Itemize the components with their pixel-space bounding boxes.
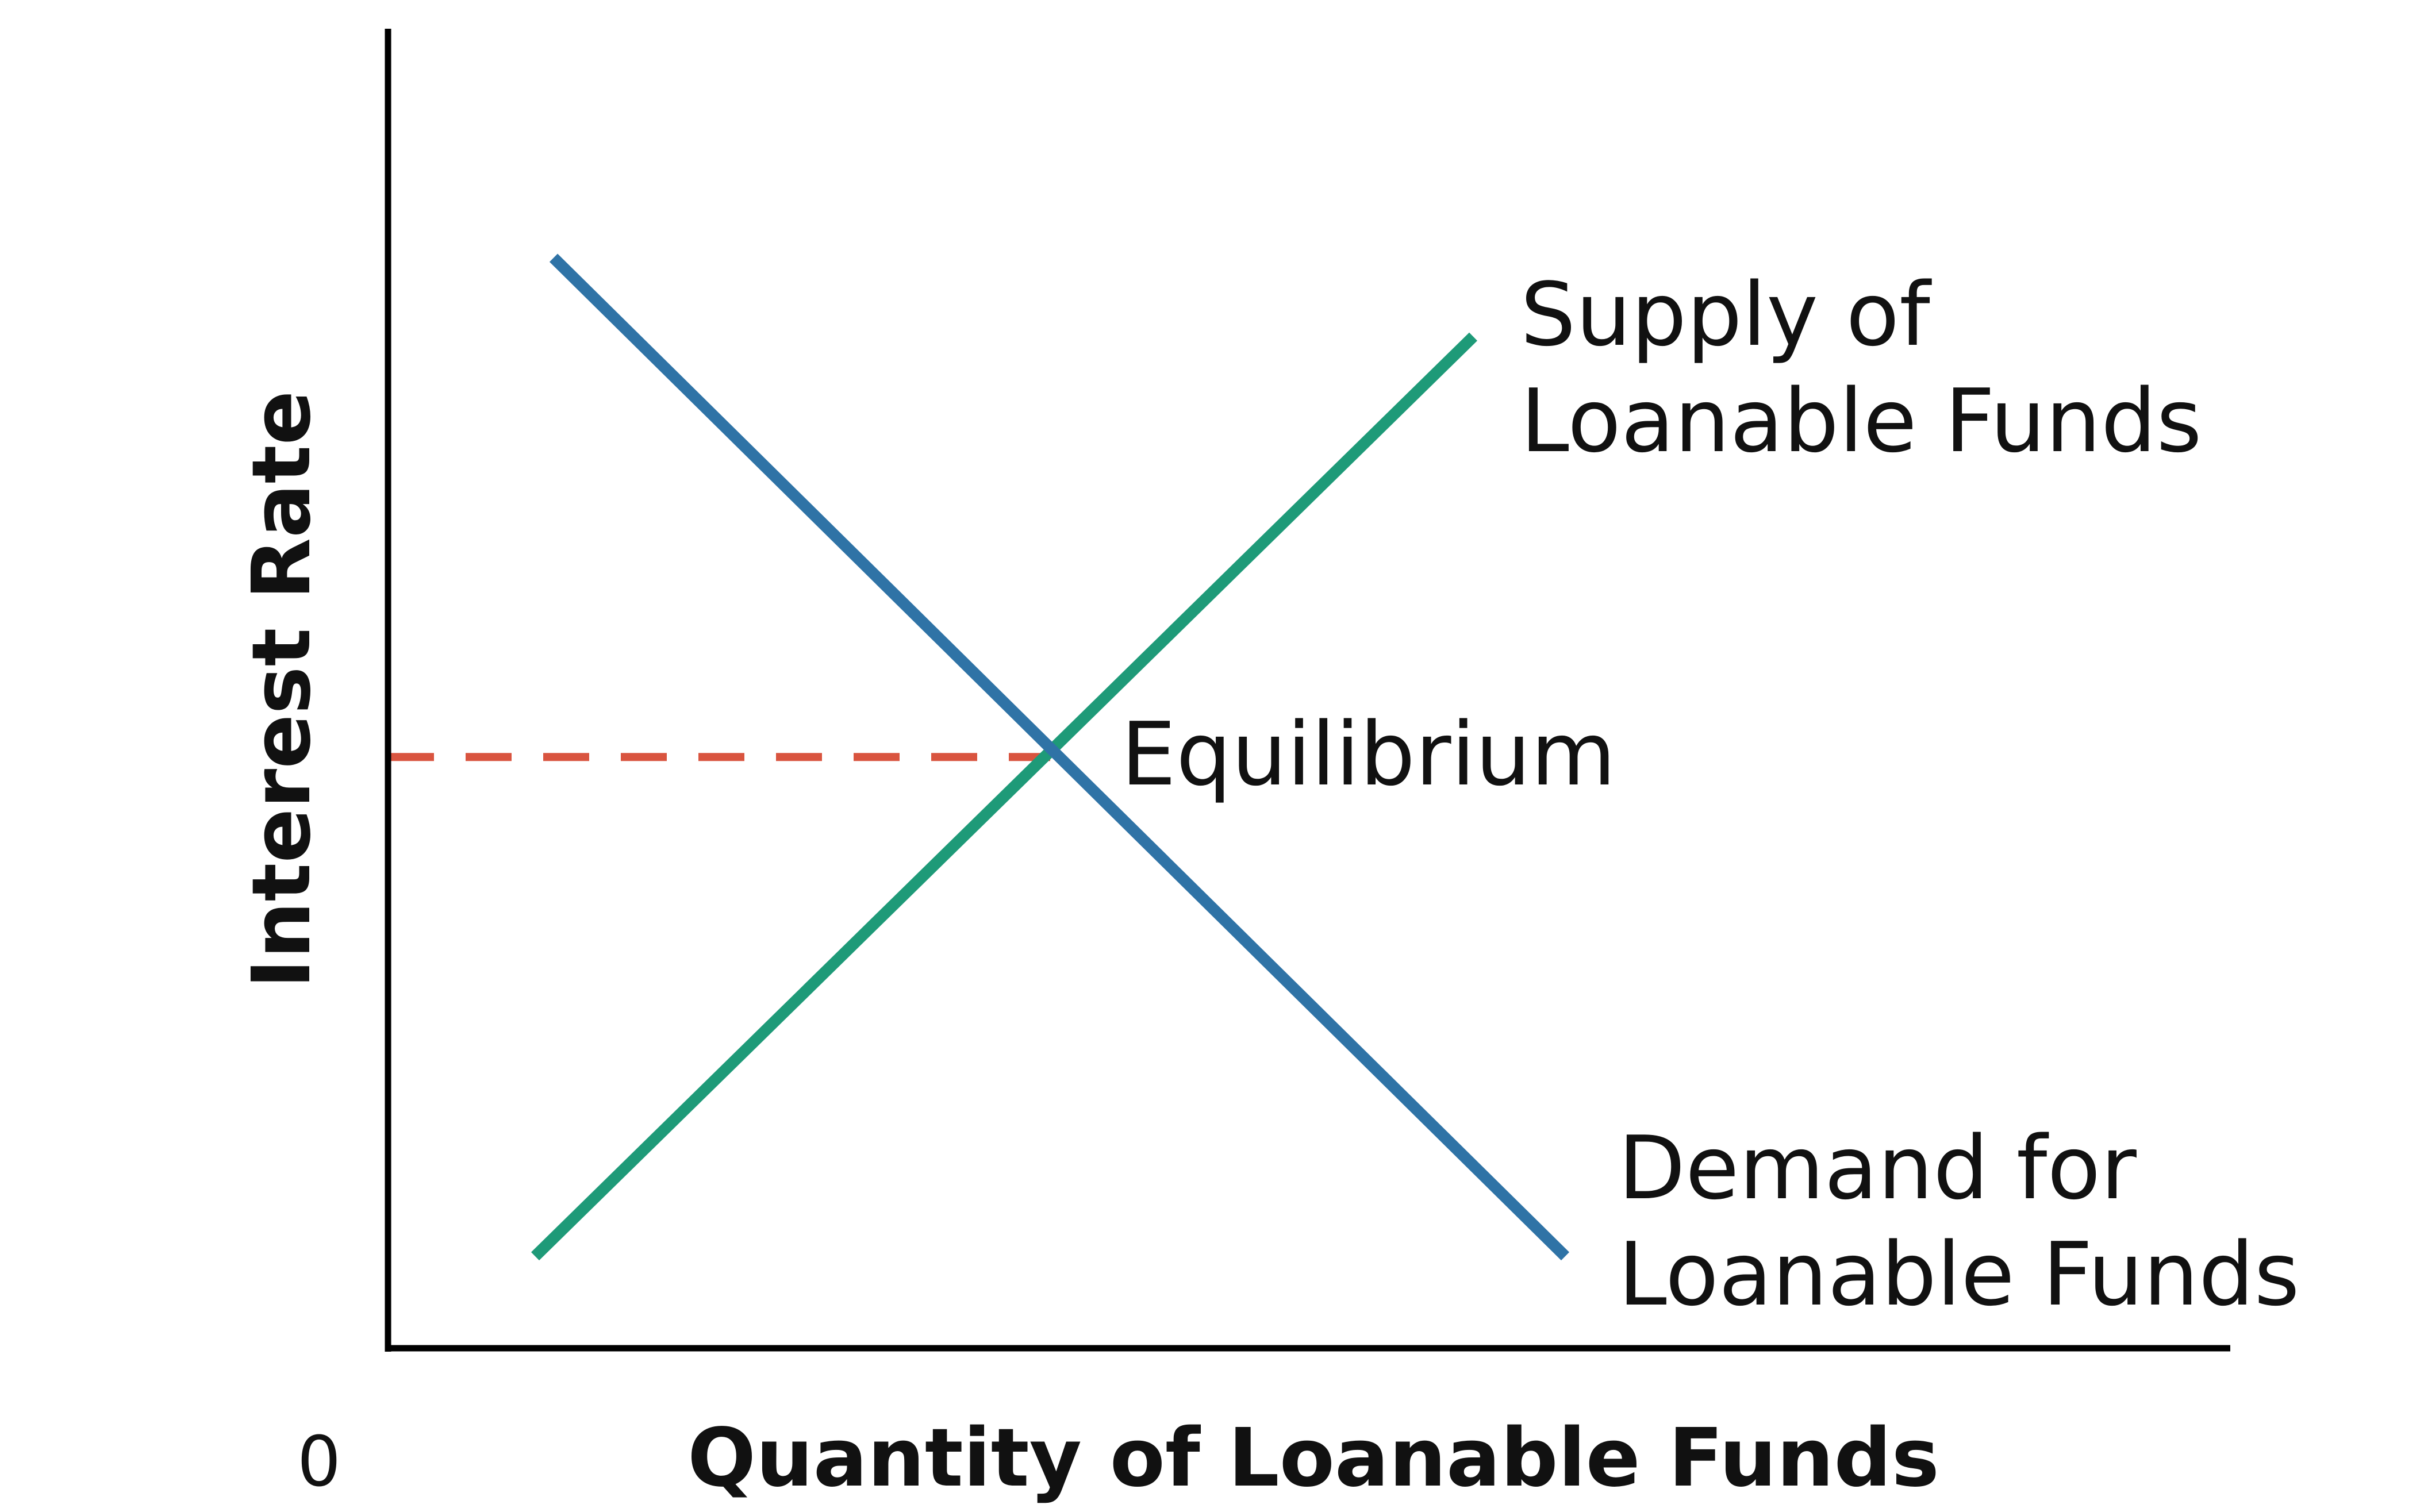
supply-curve (531, 332, 1478, 1261)
y-axis-title: Interest Rate (235, 391, 329, 989)
origin-label: 0 (297, 1422, 341, 1502)
demand-curve-label: Demand for Loanable Funds (1618, 1117, 2300, 1325)
demand-curve (549, 253, 1570, 1261)
equilibrium-label: Equilibrium (1121, 703, 1616, 805)
x-axis-title: Quantity of Loanable Funds (687, 1411, 1939, 1505)
supply-curve-label: Supply of Loanable Funds (1520, 264, 2202, 472)
